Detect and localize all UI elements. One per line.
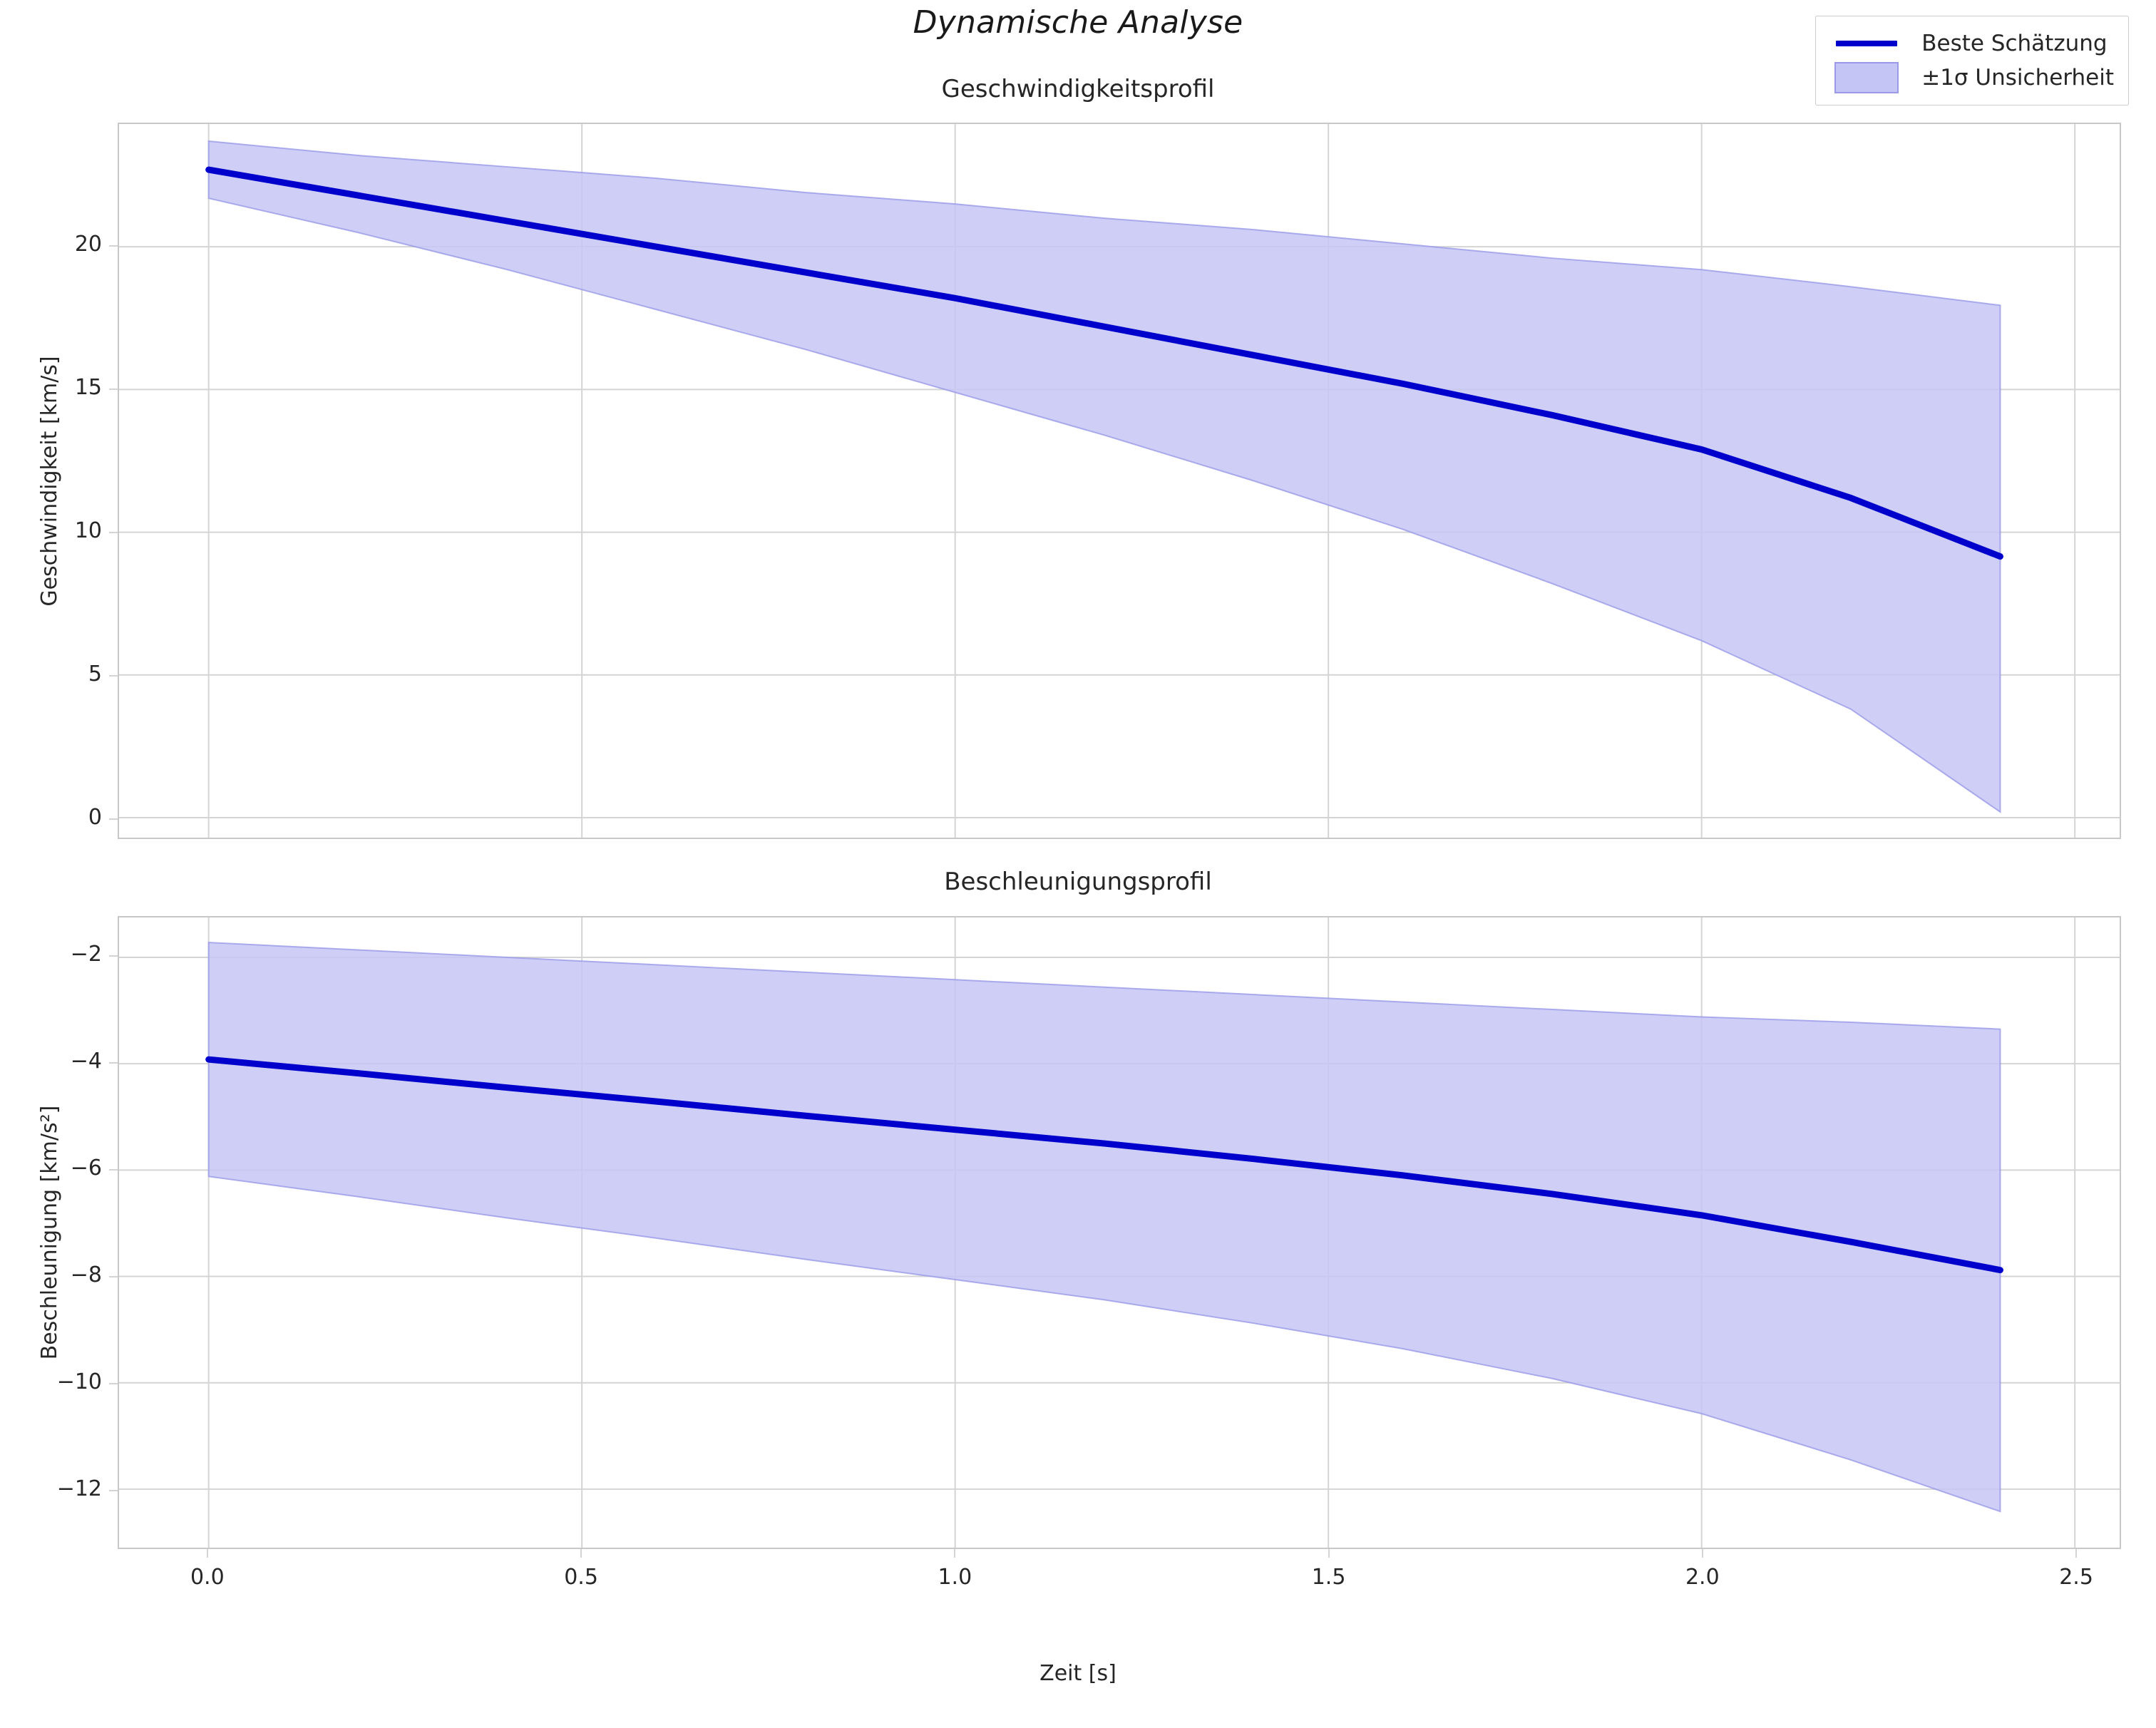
x-tick-mark <box>580 1549 582 1558</box>
y-tick-label: −6 <box>70 1155 102 1181</box>
y-tick-label: −12 <box>56 1476 102 1501</box>
patch-swatch-icon <box>1827 62 1906 93</box>
y-tick-label: 20 <box>74 231 102 257</box>
x-tick-label: 0.5 <box>564 1565 598 1590</box>
y-tick-mark <box>109 1062 118 1064</box>
y-tick-label: 5 <box>88 661 102 686</box>
acceleration-legend: Beste Schätzung ±1σ Unsicherheit <box>1815 16 2129 106</box>
y-tick-mark <box>109 531 118 533</box>
y-tick-mark <box>109 388 118 390</box>
y-tick-mark <box>109 1382 118 1384</box>
x-axis-label: Zeit [s] <box>1040 1661 1116 1686</box>
y-tick-mark <box>109 1489 118 1491</box>
figure-suptitle: Dynamische Analyse <box>913 4 1243 41</box>
x-tick-mark <box>1328 1549 1330 1558</box>
y-tick-mark <box>109 1168 118 1171</box>
x-tick-label: 1.5 <box>1311 1565 1346 1590</box>
x-tick-mark <box>954 1549 956 1558</box>
legend-item-best-estimate[interactable]: Beste Schätzung <box>1827 26 2114 61</box>
y-tick-mark <box>109 955 118 957</box>
y-tick-label: 10 <box>74 518 102 543</box>
line-swatch-icon <box>1827 41 1906 46</box>
velocity-plot-area <box>118 123 2121 839</box>
x-tick-mark <box>206 1549 208 1558</box>
y-tick-mark <box>109 674 118 677</box>
y-tick-label: −4 <box>70 1049 102 1074</box>
x-tick-label: 2.0 <box>1685 1565 1720 1590</box>
acceleration-panel-title: Beschleunigungsprofil <box>944 868 1212 896</box>
x-tick-label: 0.0 <box>190 1565 225 1590</box>
legend-label: Beste Schätzung <box>1921 31 2108 56</box>
y-tick-label: −2 <box>70 942 102 967</box>
acceleration-y-axis-label: Beschleunigung [km/s²] <box>37 1105 62 1360</box>
x-tick-label: 1.0 <box>938 1565 972 1590</box>
legend-label: ±1σ Unsicherheit <box>1921 65 2114 91</box>
x-tick-label: 2.5 <box>2059 1565 2093 1590</box>
y-tick-label: −8 <box>70 1262 102 1287</box>
y-tick-mark <box>109 1275 118 1277</box>
velocity-panel-title: Geschwindigkeitsprofil <box>941 75 1215 103</box>
x-tick-mark <box>2075 1549 2078 1558</box>
y-tick-mark <box>109 245 118 247</box>
y-tick-label: 0 <box>88 804 102 830</box>
y-tick-label: 15 <box>74 374 102 400</box>
y-tick-mark <box>109 818 118 820</box>
x-tick-mark <box>1701 1549 1703 1558</box>
acceleration-plot-area <box>118 916 2121 1549</box>
velocity-plot-svg <box>119 124 2120 838</box>
legend-item-uncertainty[interactable]: ±1σ Unsicherheit <box>1827 61 2114 95</box>
velocity-y-axis-label: Geschwindigkeit [km/s] <box>37 355 62 607</box>
y-tick-label: −10 <box>56 1369 102 1394</box>
acceleration-plot-svg <box>119 917 2120 1548</box>
